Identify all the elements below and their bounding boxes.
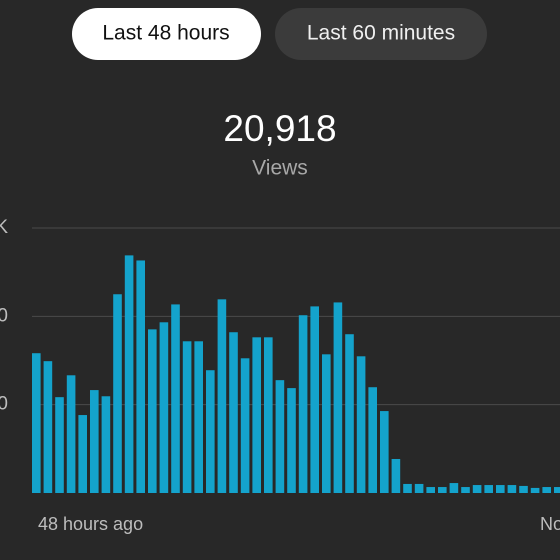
tab-label[interactable]: Last 60 minutes	[307, 22, 455, 45]
bar	[438, 487, 447, 493]
bar	[240, 358, 250, 493]
bar	[32, 353, 41, 493]
bar	[194, 341, 203, 493]
bar	[90, 390, 99, 493]
x-tick-label: Now	[540, 514, 560, 534]
bar	[472, 485, 482, 493]
bar	[43, 361, 53, 493]
bar	[391, 458, 401, 493]
bar	[101, 396, 111, 493]
bar	[414, 483, 424, 493]
bar	[217, 299, 227, 493]
bar	[403, 483, 412, 493]
bar	[55, 397, 64, 493]
bar	[182, 341, 192, 493]
bar	[461, 487, 470, 493]
bar	[310, 306, 319, 493]
bar	[496, 485, 505, 493]
bar	[554, 487, 560, 493]
bar	[380, 411, 389, 493]
bar	[426, 487, 435, 493]
x-tick-label: 48 hours ago	[38, 514, 143, 534]
y-tick-label: 1.2K	[0, 217, 8, 238]
total-label: Views	[252, 157, 308, 180]
bar	[449, 483, 459, 493]
bar	[484, 485, 493, 493]
bar	[113, 294, 122, 493]
bar	[78, 415, 87, 493]
bar	[171, 304, 180, 493]
bar	[136, 260, 145, 493]
bar	[252, 337, 261, 493]
bar	[287, 388, 296, 493]
bar	[159, 322, 169, 493]
bar	[206, 370, 215, 493]
bar	[298, 315, 308, 493]
bar	[229, 332, 238, 493]
tab[interactable]	[275, 8, 487, 60]
bar	[368, 387, 377, 493]
total-value: 20,918	[223, 108, 336, 149]
bar	[345, 334, 354, 493]
bar	[530, 487, 540, 493]
bar	[322, 354, 331, 493]
tab-label[interactable]: Last 48 hours	[102, 22, 229, 45]
bar	[124, 255, 134, 493]
y-tick-label: 400	[0, 394, 8, 415]
bar	[275, 380, 285, 493]
bar	[148, 329, 157, 493]
bar	[519, 485, 528, 493]
tab-active[interactable]	[72, 8, 261, 60]
bar	[264, 337, 273, 493]
bar	[66, 375, 76, 493]
y-tick-label: 800	[0, 305, 8, 326]
bar	[356, 356, 366, 493]
bar	[507, 485, 517, 493]
bar	[542, 487, 551, 493]
bar	[333, 302, 343, 493]
